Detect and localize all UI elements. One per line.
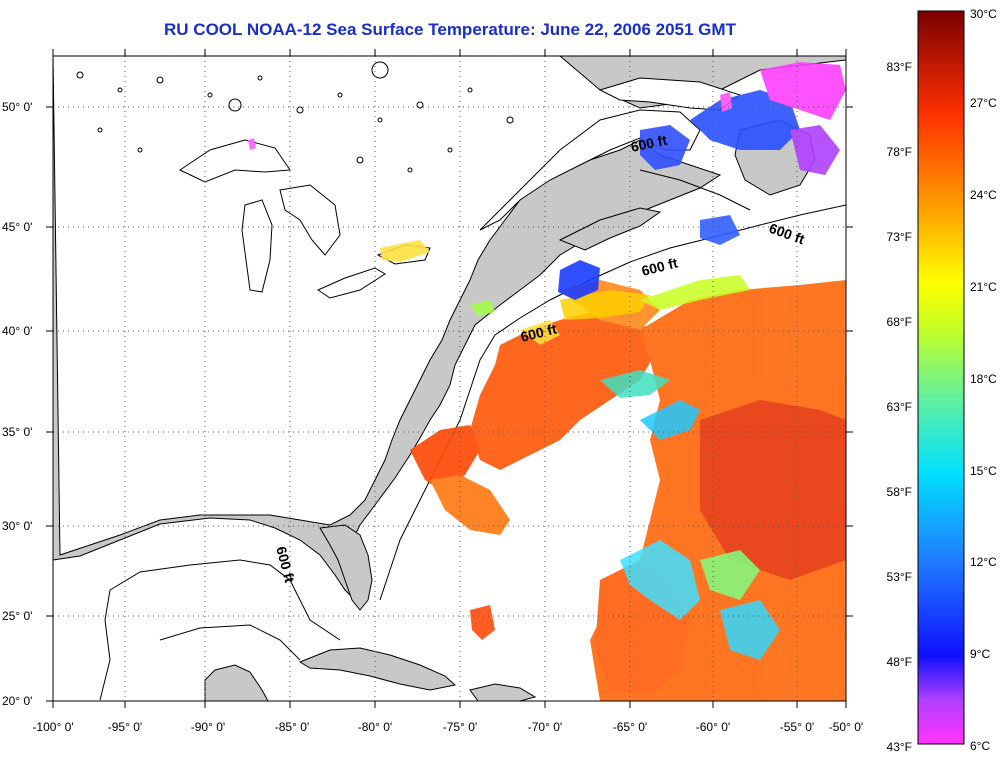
lake-erie (316, 267, 386, 299)
lat-label: 35° 0' (2, 425, 32, 439)
lat-label: 30° 0' (2, 519, 32, 533)
lake-superior (178, 139, 291, 183)
celsius-label: 30°C (970, 7, 997, 21)
celsius-label: 6°C (970, 739, 990, 753)
fahrenheit-label: 63°F (887, 400, 912, 414)
grid-lines (53, 56, 846, 701)
colorbar-fahrenheit-labels: 83°F 78°F 73°F 68°F 63°F 58°F 53°F 48°F … (887, 60, 912, 754)
land-hispaniola (469, 683, 537, 701)
lon-label: -100° 0' (32, 720, 73, 734)
sst-cold-region (248, 62, 846, 300)
lon-label: -80° 0' (358, 720, 392, 734)
lon-label: -65° 0' (613, 720, 647, 734)
lake-michigan (241, 199, 273, 293)
fahrenheit-label: 83°F (887, 60, 912, 74)
fahrenheit-label: 43°F (887, 740, 912, 754)
land-florida (319, 524, 373, 611)
celsius-label: 24°C (970, 188, 997, 202)
land-maritimes (558, 207, 662, 251)
longitude-labels: -100° 0' -95° 0' -90° 0' -85° 0' -80° 0'… (32, 720, 863, 734)
colorbar (917, 10, 965, 745)
celsius-label: 21°C (970, 280, 997, 294)
lat-label: 40° 0' (2, 324, 32, 338)
celsius-label: 12°C (970, 555, 997, 569)
lat-label: 45° 0' (2, 220, 32, 234)
celsius-label: 18°C (970, 372, 997, 386)
lat-label: 20° 0' (2, 694, 32, 708)
lon-label: -90° 0' (191, 720, 225, 734)
lat-label: 25° 0' (2, 609, 32, 623)
celsius-label: 27°C (970, 96, 997, 110)
colorbar-celsius-labels: 30°C 27°C 24°C 21°C 18°C 15°C 12°C 9°C 6… (970, 7, 997, 753)
fahrenheit-label: 53°F (887, 570, 912, 584)
lon-label: -60° 0' (696, 720, 730, 734)
fahrenheit-label: 58°F (887, 485, 912, 499)
lake-huron (279, 184, 341, 256)
fahrenheit-label: 48°F (887, 655, 912, 669)
lon-label: -75° 0' (443, 720, 477, 734)
lon-label: -55° 0' (780, 720, 814, 734)
axis-ticks (46, 49, 853, 708)
lon-label: -85° 0' (275, 720, 309, 734)
scattered-lakes (76, 61, 514, 173)
lat-label: 50° 0' (2, 100, 32, 114)
gulf-contour (159, 624, 301, 661)
map-border (52, 55, 847, 702)
latitude-labels: 50° 0' 45° 0' 40° 0' 35° 0' 30° 0' 25° 0… (2, 100, 32, 708)
lon-label: -70° 0' (528, 720, 562, 734)
fahrenheit-label: 73°F (887, 230, 912, 244)
map-title: RU COOL NOAA-12 Sea Surface Temperature:… (164, 20, 736, 39)
lon-label: -95° 0' (108, 720, 142, 734)
lon-label: -50° 0' (829, 720, 863, 734)
sst-mid-streaks (470, 275, 780, 660)
fahrenheit-label: 68°F (887, 315, 912, 329)
land-cuba (298, 647, 457, 691)
fahrenheit-label: 78°F (887, 145, 912, 159)
land-yucatan (204, 664, 269, 701)
contour-label-1: 600 ft (629, 132, 668, 155)
celsius-label: 15°C (970, 464, 997, 478)
celsius-label: 9°C (970, 647, 990, 661)
